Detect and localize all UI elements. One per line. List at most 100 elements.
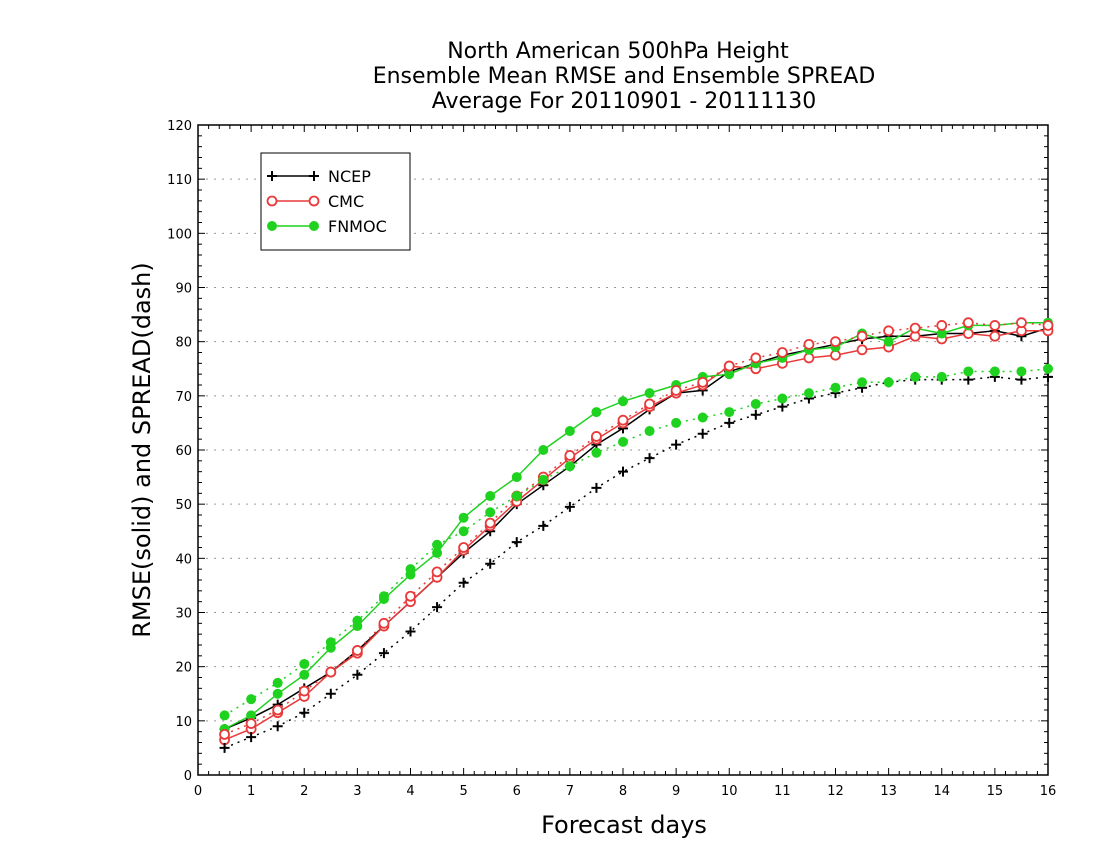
chart-title: North American 500hPa Height Ensemble Me… bbox=[373, 39, 876, 114]
data-point bbox=[591, 447, 602, 458]
data-point bbox=[1043, 363, 1053, 374]
data-point bbox=[830, 382, 841, 393]
data-point bbox=[299, 707, 310, 718]
data-point bbox=[644, 398, 655, 410]
x-tick-label: 7 bbox=[566, 784, 574, 799]
data-point bbox=[644, 388, 655, 399]
series-line bbox=[224, 368, 1049, 717]
y-tick-label: 30 bbox=[175, 607, 192, 622]
data-point bbox=[272, 704, 284, 716]
legend-label: NCEP bbox=[328, 167, 371, 186]
x-tick-label: 15 bbox=[987, 784, 1004, 799]
x-tick-label: 12 bbox=[827, 784, 844, 799]
x-tick-label: 0 bbox=[194, 784, 202, 799]
legend: NCEP CMC FNMOC bbox=[260, 152, 411, 251]
data-point bbox=[697, 376, 709, 388]
data-point bbox=[219, 742, 230, 753]
data-point bbox=[1016, 366, 1027, 377]
data-point bbox=[963, 366, 974, 377]
y-axis-label: RMSE(solid) and SPREAD(dash) bbox=[128, 262, 156, 638]
data-point bbox=[538, 474, 549, 485]
data-point bbox=[724, 407, 735, 418]
x-tick-label: 3 bbox=[353, 784, 361, 799]
data-point bbox=[697, 428, 708, 439]
data-point bbox=[936, 371, 947, 382]
data-point bbox=[272, 688, 283, 699]
x-tick-label: 16 bbox=[1040, 784, 1057, 799]
data-point bbox=[723, 360, 735, 372]
x-tick-label: 10 bbox=[721, 784, 738, 799]
data-point bbox=[1042, 320, 1054, 331]
data-point bbox=[618, 436, 628, 447]
data-point bbox=[936, 320, 948, 331]
x-tick-label: 6 bbox=[513, 784, 521, 799]
data-point bbox=[564, 461, 575, 472]
y-tick-label: 40 bbox=[175, 552, 192, 567]
legend-marker bbox=[267, 171, 277, 181]
series-line bbox=[224, 327, 1049, 730]
legend-label: CMC bbox=[328, 192, 364, 211]
data-point bbox=[511, 491, 522, 502]
data-point bbox=[299, 658, 310, 669]
x-tick-label: 5 bbox=[459, 784, 467, 799]
data-point bbox=[325, 666, 337, 678]
data-point bbox=[219, 728, 230, 740]
y-tick-label: 120 bbox=[167, 119, 192, 134]
legend-label: FNMOC bbox=[328, 217, 387, 236]
series-spread-3-dash bbox=[219, 371, 1053, 753]
series-line bbox=[224, 330, 1048, 741]
data-point bbox=[617, 414, 629, 426]
legend-marker bbox=[267, 221, 277, 231]
data-point bbox=[458, 526, 469, 537]
data-point bbox=[670, 385, 682, 396]
data-point bbox=[883, 325, 895, 337]
data-point bbox=[618, 396, 628, 407]
data-point bbox=[511, 537, 522, 548]
chart-title-line-3: Average For 20110901 - 20111130 bbox=[432, 89, 817, 114]
x-axis-label: Forecast days bbox=[541, 811, 707, 839]
data-point bbox=[857, 377, 868, 388]
data-point bbox=[298, 685, 310, 697]
series-spread-4-dash bbox=[219, 317, 1054, 740]
legend-marker bbox=[266, 195, 278, 207]
data-point bbox=[272, 721, 283, 732]
series-fnmoc-solid bbox=[219, 317, 1053, 734]
data-point bbox=[910, 371, 921, 382]
data-point bbox=[591, 407, 602, 418]
data-point bbox=[246, 694, 257, 705]
data-point bbox=[803, 388, 814, 399]
data-point bbox=[405, 590, 416, 602]
y-tick-label: 50 bbox=[175, 498, 192, 513]
data-point bbox=[856, 330, 868, 342]
legend-marker bbox=[309, 221, 319, 231]
data-point bbox=[697, 412, 708, 423]
x-tick-label: 2 bbox=[300, 784, 308, 799]
data-point bbox=[538, 445, 549, 455]
series-line bbox=[224, 321, 1049, 736]
data-point bbox=[803, 338, 815, 350]
data-point bbox=[325, 637, 336, 648]
series-line bbox=[224, 321, 1048, 730]
data-point bbox=[458, 542, 470, 553]
x-tick-label: 13 bbox=[880, 784, 897, 799]
data-point bbox=[432, 602, 443, 613]
data-point bbox=[245, 718, 257, 729]
x-tick-label: 14 bbox=[933, 784, 950, 799]
data-point bbox=[405, 626, 416, 637]
x-tick-label: 8 bbox=[619, 784, 627, 799]
data-point bbox=[856, 344, 868, 356]
data-point bbox=[724, 417, 735, 428]
x-tick-label: 9 bbox=[672, 784, 680, 799]
data-point bbox=[485, 491, 496, 502]
x-tick-label: 1 bbox=[247, 784, 255, 799]
data-point bbox=[776, 347, 788, 358]
x-tick-label: 4 bbox=[406, 784, 414, 799]
data-point bbox=[750, 352, 762, 364]
data-point bbox=[378, 591, 389, 602]
data-point bbox=[458, 512, 469, 523]
data-point bbox=[671, 439, 682, 450]
data-point bbox=[750, 409, 761, 420]
